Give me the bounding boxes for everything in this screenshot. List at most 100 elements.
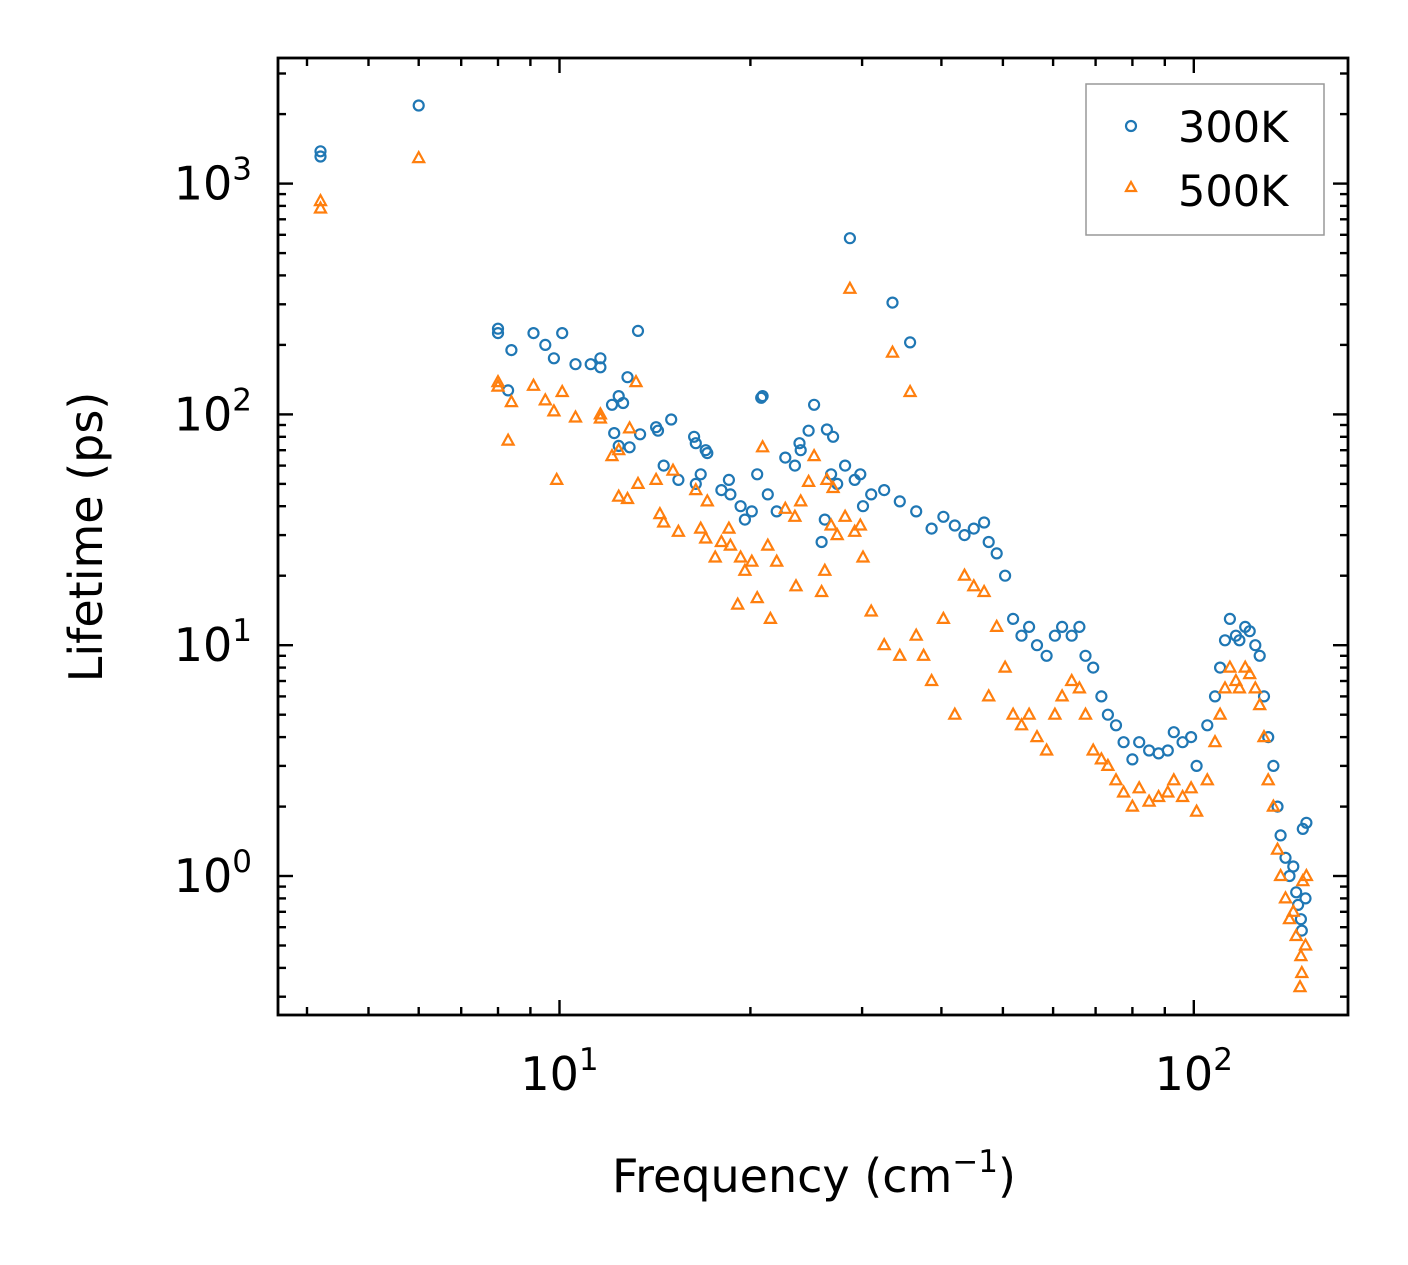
point-300k [701,447,714,460]
point-500k [806,447,822,462]
point-300k [843,232,857,245]
point-300k [1300,816,1313,829]
point-300k [412,99,425,112]
point-500k [997,659,1013,673]
point-500k [817,562,833,576]
point-500k [1293,947,1309,962]
point-300k [1167,726,1180,739]
point-300k [1287,860,1300,873]
y-tick-label: 102 [174,382,252,441]
point-500k [490,378,506,392]
point-500k [620,490,635,505]
point-300k [1218,634,1232,647]
y-tick-label: 100 [174,844,252,903]
point-500k [693,520,709,534]
point-500k [652,505,668,520]
point-500k [788,578,804,592]
plot-frame [276,56,1350,1017]
point-500k [1207,733,1223,748]
point-500k [1292,978,1308,993]
point-300k [631,324,645,337]
point-500k [966,578,982,592]
point-500k [1242,665,1258,680]
point-500k [1108,772,1124,786]
point-500k [1217,680,1233,694]
point-500k [1247,680,1263,694]
point-300k [820,423,834,436]
x-axis-label: Frequency (cm−1) [612,1144,1016,1203]
point-500k [1273,867,1288,882]
point-500k [1014,717,1029,731]
point-500k [908,627,924,641]
point-500k [1183,780,1199,794]
x-axis-label-close: ) [998,1149,1016,1203]
point-500k [801,473,816,487]
point-300k [651,424,665,437]
point-300k [1087,661,1100,674]
point-300k [491,327,505,340]
point-500k [630,475,646,489]
point-500k [733,549,748,563]
point-500k [842,280,858,294]
point-300k [1201,719,1214,732]
point-500k [1054,688,1070,702]
x-tick-label: 101 [520,1042,598,1101]
point-300k [967,522,980,535]
point-300k [998,569,1012,582]
point-300k [623,441,636,454]
point-300k [605,398,619,411]
data-points-layer [313,99,1314,993]
point-300k [738,513,752,526]
point-500k [885,344,900,358]
point-300k [657,459,670,472]
point-500k [1175,788,1190,803]
point-500k [1199,772,1215,786]
point-300k [1243,625,1256,638]
point-300k [1253,649,1266,662]
point-300k [807,398,821,411]
point-500k [1072,680,1087,694]
point-500k [1256,728,1272,743]
point-300k [1095,690,1108,703]
point-300k [1055,620,1069,634]
point-500k [1047,706,1063,720]
point-300k [893,495,906,508]
legend: 300K 500K [1085,83,1325,236]
point-500k [892,647,908,661]
point-500k [1237,659,1253,673]
point-300k [621,371,634,384]
point-500k [823,517,839,531]
point-500k [989,618,1005,633]
point-500k [852,517,868,531]
point-300k [755,391,768,404]
point-300k [1257,690,1271,703]
point-500k [622,420,637,434]
point-500k [611,441,627,456]
point-500k [837,508,853,522]
point-300k [1161,744,1174,757]
point-300k [1048,629,1062,642]
point-500k [1282,910,1297,925]
point-500k [902,383,918,398]
point-300k [1133,736,1146,749]
point-300k [793,437,806,450]
point-500k [1125,798,1140,812]
point-300k [886,296,899,309]
point-500k [688,481,704,496]
point-300k [687,430,701,443]
point-300k [815,535,828,549]
point-300k [569,358,582,371]
point-500k [924,672,939,687]
point-500k [760,537,776,551]
point-300k [826,430,840,443]
point-300k [1294,913,1308,926]
point-500k [554,383,570,398]
point-300k [856,500,870,513]
point-500k [1299,867,1314,882]
point-300k [794,444,807,457]
point-300k [1073,620,1086,634]
point-300k [1015,629,1028,642]
point-300k [990,547,1003,560]
point-300k [694,468,707,481]
point-300k [982,535,995,549]
